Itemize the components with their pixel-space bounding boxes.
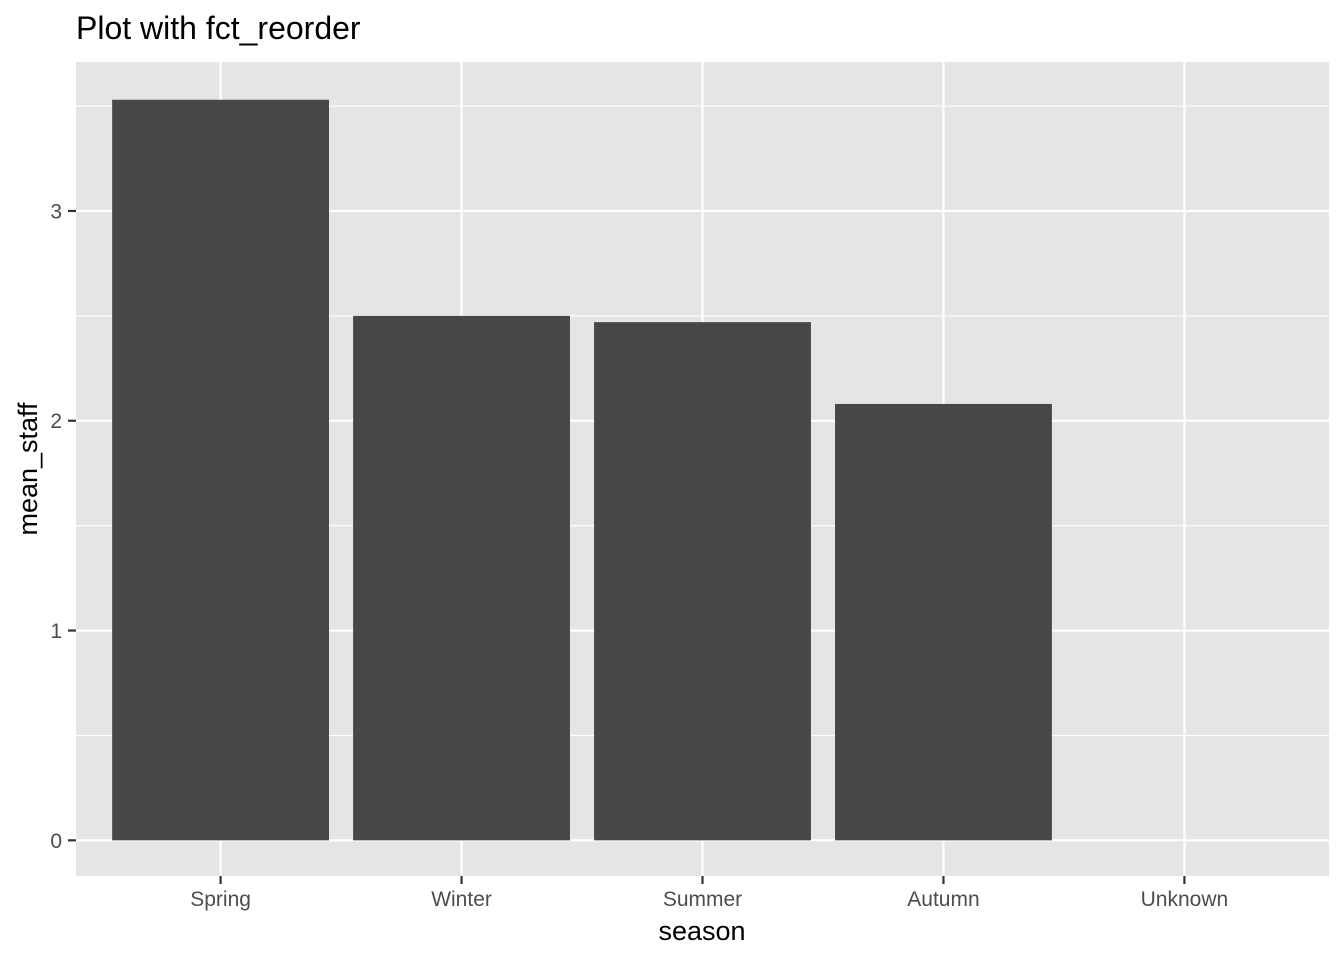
bar-spring bbox=[112, 99, 330, 841]
bars bbox=[112, 99, 1052, 841]
y-tick-label: 2 bbox=[50, 410, 62, 433]
x-tick-label: Spring bbox=[190, 888, 251, 911]
y-axis: 0 1 2 3 bbox=[50, 200, 76, 853]
x-tick-label: Summer bbox=[663, 888, 742, 911]
x-tick-label: Autumn bbox=[907, 888, 979, 911]
y-tick-label: 0 bbox=[50, 830, 62, 853]
x-axis: Spring Winter Summer Autumn Unknown bbox=[190, 876, 1228, 911]
x-axis-title: season bbox=[658, 916, 745, 946]
y-axis-title: mean_staff bbox=[13, 402, 43, 536]
y-tick-label: 1 bbox=[50, 620, 62, 643]
bar-summer bbox=[594, 322, 811, 841]
bar-autumn bbox=[835, 403, 1052, 841]
y-tick-label: 3 bbox=[50, 200, 62, 223]
x-tick-label: Unknown bbox=[1141, 888, 1229, 911]
chart-title: Plot with fct_reorder bbox=[76, 10, 361, 46]
x-tick-label: Winter bbox=[431, 888, 492, 911]
bar-winter bbox=[353, 315, 570, 841]
